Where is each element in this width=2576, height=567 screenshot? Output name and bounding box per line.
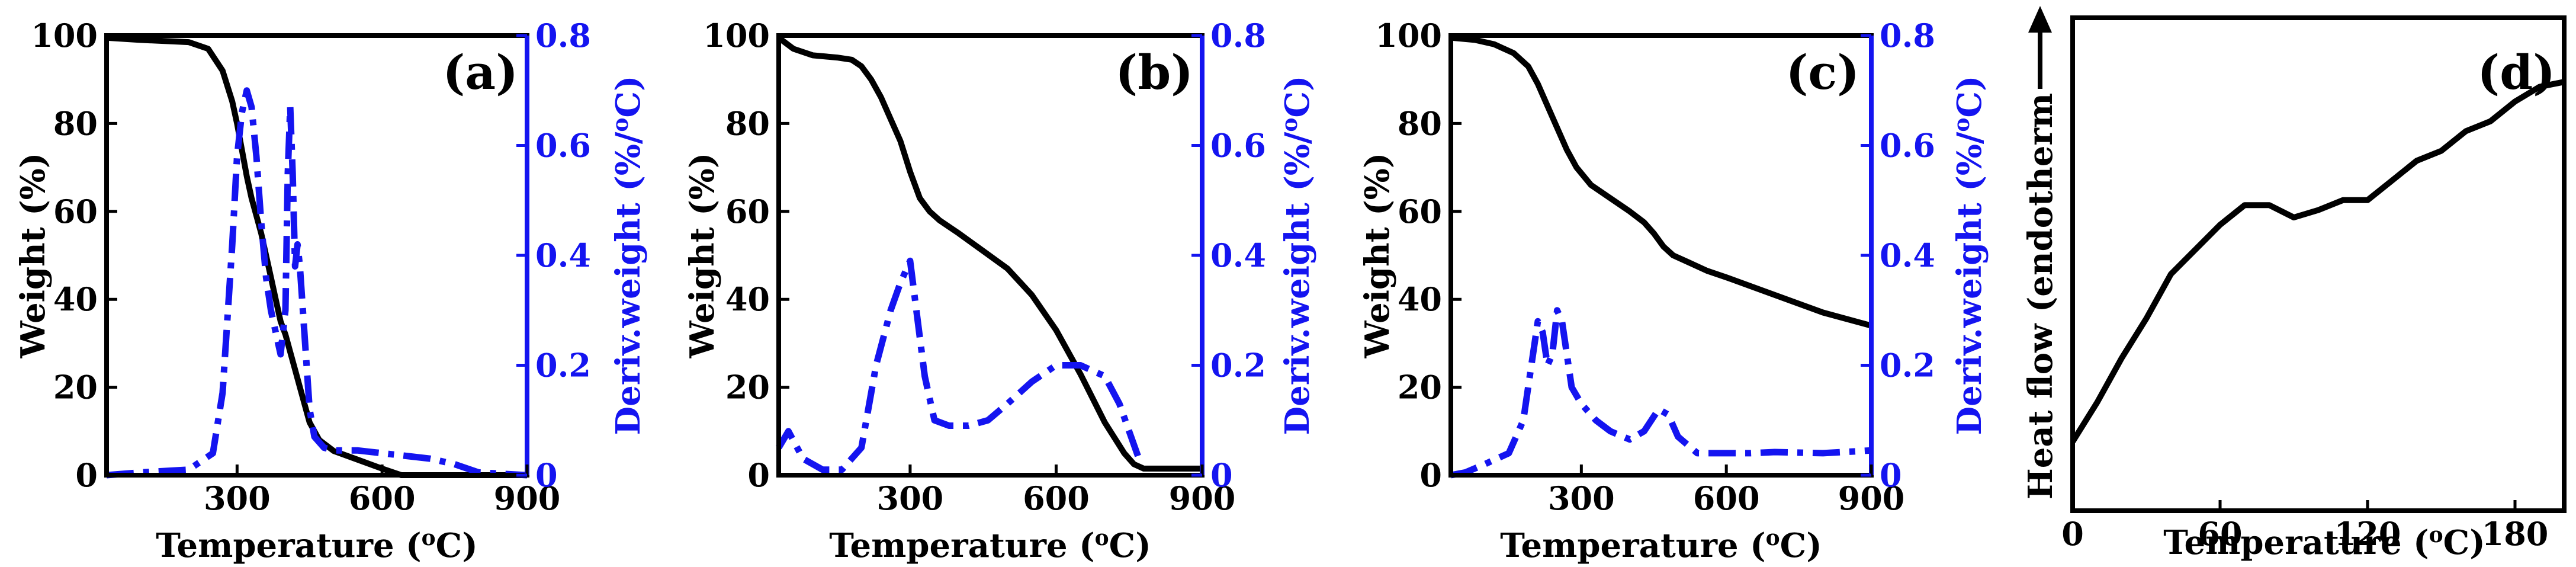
x-tick-label-d-0: 0	[2061, 515, 2084, 553]
y-tick-label-c-80: 80	[1398, 104, 1442, 142]
x-tick-label-b-600: 600	[1023, 479, 1090, 517]
y2-tick-label-a-0.4: 0.4	[535, 236, 591, 274]
svg-text:Deriv.weight (%/oC): Deriv.weight (%/oC)	[608, 76, 648, 435]
endotherm-arrow-icon	[2028, 6, 2052, 89]
y2-tick-label-c-0: 0	[1880, 456, 1902, 494]
axes-frame-a	[104, 33, 529, 478]
svg-text:Weight (%): Weight (%)	[1358, 153, 1397, 359]
y-tick-label-b-0: 0	[747, 456, 770, 494]
series-a-primary	[106, 34, 527, 478]
panel-d: 0 60 120 180 (d) Heat flow (endotherm Tempe…	[2021, 6, 2567, 562]
y2-axis-label-b: Deriv.weight (%/oC)	[1277, 76, 1317, 435]
panel-label-d: (d)	[2477, 44, 2555, 100]
x-tick-label-c-900: 900	[1838, 479, 1905, 517]
x-tick-label-c-300: 300	[1548, 479, 1615, 517]
series-c-derivative	[1450, 307, 1872, 479]
y-tick-label-a-0: 0	[75, 456, 98, 494]
series-a-derivative	[106, 87, 528, 479]
y2-tick-label-c-0.6: 0.6	[1880, 127, 1935, 165]
y2-tick-label-c-0.8: 0.8	[1880, 17, 1935, 55]
x-tick-label-a-300: 300	[204, 479, 271, 517]
series-c-primary	[1450, 34, 1872, 329]
y2-tick-label-c-0.2: 0.2	[1880, 347, 1935, 385]
x-tick-label-b-300: 300	[877, 479, 944, 517]
y2-tick-label-b-0.6: 0.6	[1210, 127, 1266, 165]
series-b-derivative	[776, 257, 1142, 473]
x-tick-label-d-180: 180	[2482, 515, 2549, 553]
plot-area-a	[106, 34, 528, 479]
x-axis-label-b: Temperature (oC)	[829, 526, 1151, 565]
svg-text:Heat flow (endotherm: Heat flow (endotherm	[2021, 93, 2060, 499]
y2-tick-label-a-0: 0	[535, 456, 558, 494]
panel-label-c: (c)	[1786, 44, 1859, 100]
y2-tick-label-b-0: 0	[1210, 456, 1233, 494]
y-tick-label-c-20: 20	[1398, 369, 1442, 406]
y2-tick-label-b-0.4: 0.4	[1210, 236, 1266, 274]
y-tick-label-b-20: 20	[725, 369, 770, 406]
panel-label-b: (b)	[1115, 44, 1193, 100]
y-tick-label-c-100: 100	[1375, 17, 1442, 55]
y-axis-label-c: Weight (%)	[1358, 153, 1397, 359]
plot-area-d	[2070, 79, 2565, 444]
y-tick-label-c-40: 40	[1398, 280, 1442, 318]
axes-frame-c	[1448, 33, 1874, 478]
y2-tick-label-a-0.8: 0.8	[535, 17, 591, 55]
x-tick-label-b-900: 900	[1169, 479, 1236, 517]
y-tick-label-b-100: 100	[703, 17, 770, 55]
svg-text:Weight (%): Weight (%)	[683, 153, 722, 359]
y2-tick-label-b-0.2: 0.2	[1210, 347, 1266, 385]
y-tick-label-b-80: 80	[725, 104, 770, 142]
x-tick-label-a-600: 600	[349, 479, 416, 517]
y-tick-label-a-100: 100	[31, 17, 98, 55]
series-b-primary	[776, 35, 1202, 472]
x-tick-label-d-60: 60	[2198, 515, 2242, 553]
x-axis-label-c: Temperature (oC)	[1500, 526, 1822, 565]
y-tick-label-c-60: 60	[1398, 193, 1442, 230]
y-tick-label-a-20: 20	[53, 369, 98, 406]
y2-axis-label-a: Deriv.weight (%/oC)	[608, 76, 648, 435]
x-tick-label-c-600: 600	[1693, 479, 1760, 517]
x-axis-label-d: Temperature (oC)	[2163, 523, 2485, 562]
y2-tick-label-a-0.6: 0.6	[535, 127, 591, 165]
y2-tick-label-a-0.2: 0.2	[535, 347, 591, 385]
plot-area-c	[1450, 34, 1872, 479]
y-tick-label-a-40: 40	[53, 280, 98, 318]
y-tick-label-b-40: 40	[725, 280, 770, 318]
panel-label-a: (a)	[442, 44, 518, 100]
x-tick-label-d-120: 120	[2334, 515, 2401, 553]
svg-text:Deriv.weight (%/oC): Deriv.weight (%/oC)	[1277, 76, 1317, 435]
y2-tick-label-c-0.4: 0.4	[1880, 236, 1935, 274]
plot-area-b	[776, 35, 1202, 473]
y-tick-label-a-60: 60	[53, 193, 98, 230]
svg-text:Weight (%): Weight (%)	[14, 153, 53, 359]
axes-frame-d	[2070, 15, 2567, 513]
series-d-primary	[2070, 79, 2565, 444]
x-axis-label-a: Temperature (oC)	[156, 526, 478, 565]
ticks-d: 0 60 120 180	[2061, 500, 2548, 553]
y2-axis-label-c: Deriv.weight (%/oC)	[1949, 76, 1989, 435]
y-tick-label-b-60: 60	[725, 193, 770, 230]
svg-text:Deriv.weight (%/oC): Deriv.weight (%/oC)	[1949, 76, 1989, 435]
y2-tick-label-b-0.8: 0.8	[1210, 17, 1266, 55]
y-axis-label-b: Weight (%)	[683, 153, 722, 359]
y-axis-label-a: Weight (%)	[14, 153, 53, 359]
x-tick-label-a-900: 900	[494, 479, 561, 517]
y-tick-label-a-80: 80	[53, 104, 98, 142]
y-tick-label-c-0: 0	[1419, 456, 1442, 494]
y-axis-label-d: Heat flow (endotherm	[2021, 93, 2060, 499]
